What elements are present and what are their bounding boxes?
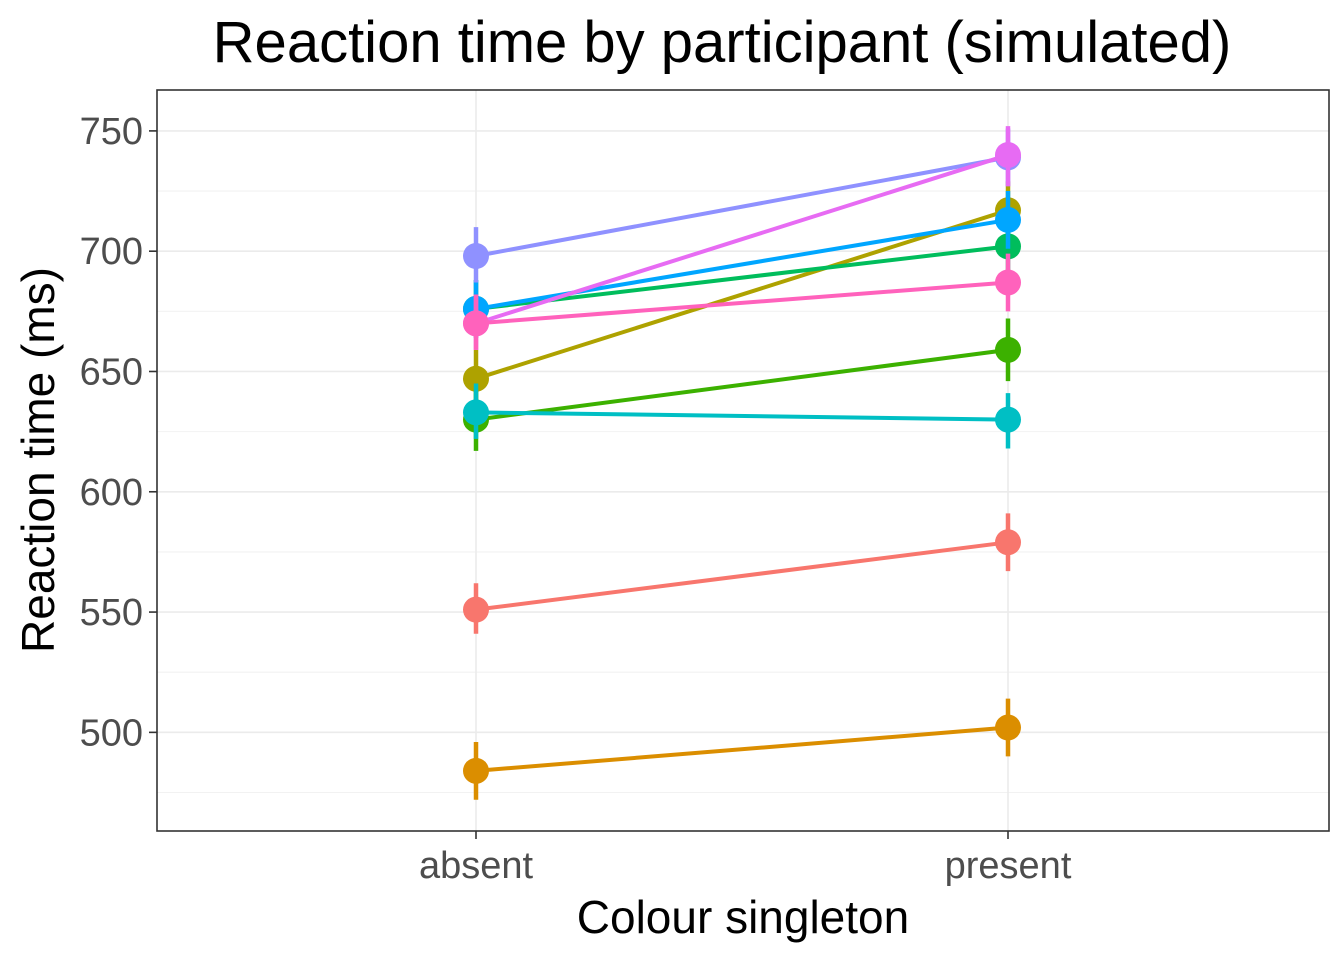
series-line [475, 155, 1009, 258]
data-series [463, 126, 1021, 800]
participant-series [463, 383, 1021, 449]
participant-series [463, 128, 1021, 283]
participant-series [463, 318, 1021, 451]
data-point [995, 406, 1021, 433]
grid-lines [157, 90, 1329, 831]
y-tick-label: 550 [80, 592, 143, 634]
data-point [995, 529, 1021, 556]
y-tick-label: 600 [80, 472, 143, 514]
data-point [995, 336, 1021, 363]
data-point [463, 757, 489, 784]
x-tick-label: present [945, 845, 1072, 887]
data-point [463, 243, 489, 270]
data-point [463, 399, 489, 426]
series-line [475, 347, 1009, 422]
series-line [475, 153, 1009, 326]
series-line [475, 410, 1009, 422]
data-point [995, 269, 1021, 296]
axes: 500 550 600 650 700 750 absent present [80, 111, 1072, 887]
participant-series [463, 191, 1021, 338]
x-axis-title: Colour singleton [577, 891, 909, 943]
plot-panel [156, 89, 1330, 832]
participant-series [463, 698, 1021, 800]
series-line [475, 540, 1009, 612]
data-point [463, 310, 489, 337]
series-line [475, 208, 1009, 381]
y-axis-title: Reaction time (ms) [12, 267, 64, 653]
y-tick-label: 700 [80, 231, 143, 273]
series-line [475, 725, 1009, 773]
participant-series [463, 253, 1021, 350]
data-point [463, 596, 489, 623]
y-tick-label: 500 [80, 712, 143, 754]
y-tick-label: 750 [80, 111, 143, 153]
y-tick-label: 650 [80, 351, 143, 393]
data-point [995, 141, 1021, 168]
participant-series [463, 513, 1021, 634]
x-tick-label: absent [419, 845, 534, 887]
data-point [995, 714, 1021, 741]
series-line [475, 280, 1009, 326]
series-line [475, 244, 1009, 311]
chart-title: Reaction time by participant (simulated) [213, 10, 1232, 75]
data-point [995, 206, 1021, 233]
data-point [463, 365, 489, 392]
